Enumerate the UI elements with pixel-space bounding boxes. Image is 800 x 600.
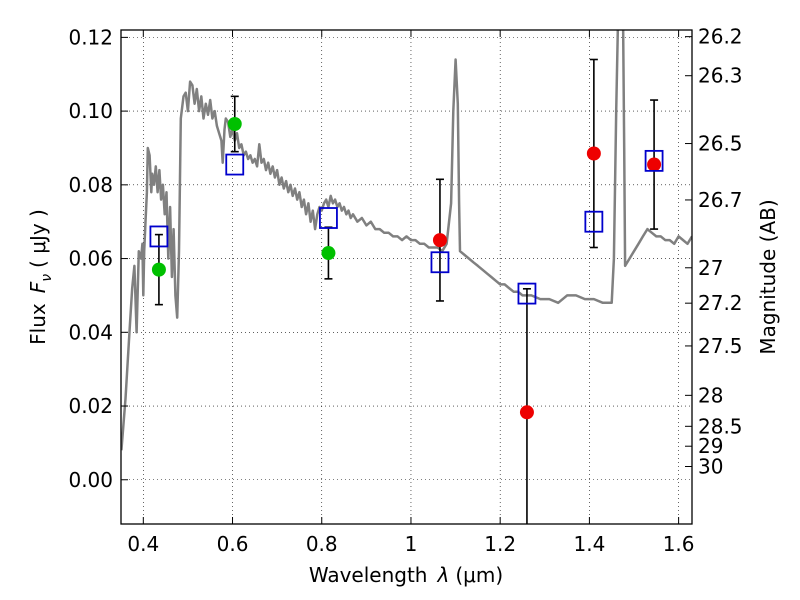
blue-square-marker [584, 210, 604, 233]
y2-tick-label: 27.5 [698, 334, 743, 358]
x-tick-label: 1.2 [484, 532, 516, 556]
blue-square-marker [149, 225, 169, 248]
y-tick-label: 0.10 [68, 99, 113, 123]
y2-tick-label: 28.5 [698, 414, 743, 438]
x-tick-label: 1 [405, 532, 418, 556]
red-data-point [647, 157, 662, 172]
y2-tick-label: 26.2 [698, 25, 743, 49]
y2-tick-label: 30 [698, 454, 723, 478]
x-tick-label: 0.4 [127, 532, 159, 556]
y-tick-label: 0.06 [68, 247, 113, 271]
data-markers [149, 117, 664, 420]
x-axis-label: Wavelength λ (μm) [309, 563, 503, 587]
red-data-point [586, 146, 601, 161]
red-data-point [432, 233, 447, 248]
y2-tick-label: 29 [698, 434, 723, 458]
axis-ticks: 0.4 0.6 0.8 1 1.2 1.4 1.6 0.00 0.02 0.04 0.06 0.08 0… [68, 25, 742, 556]
x-tick-label: 0.6 [217, 532, 249, 556]
y-tick-label: 0.02 [68, 394, 113, 418]
blue-square-marker [225, 153, 245, 176]
y-axis-label: FluxFν( μJy ) [26, 209, 55, 345]
red-data-point [519, 405, 534, 420]
model-spectrum [121, 30, 692, 451]
plot-frame [120, 29, 693, 525]
y2-tick-label: 26.3 [698, 64, 743, 88]
green-data-point [151, 262, 166, 277]
green-data-point [321, 246, 336, 261]
blue-square-marker [430, 251, 450, 274]
x-tick-label: 0.8 [306, 532, 338, 556]
y2-tick-label: 26.7 [698, 188, 743, 212]
x-tick-label: 1.6 [663, 532, 695, 556]
green-data-point [227, 117, 242, 132]
y2-tick-label: 27.2 [698, 291, 743, 315]
y-tick-label: 0.00 [68, 468, 113, 492]
y-tick-label: 0.08 [68, 173, 113, 197]
blue-square-marker [319, 207, 338, 229]
y-tick-label: 0.04 [68, 320, 113, 344]
model-spectrum-line [121, 30, 692, 451]
blue-square-marker [517, 282, 537, 305]
blue-square-marker [644, 149, 664, 172]
y2-axis-label: Magnitude (AB) [756, 199, 780, 354]
y-tick-label: 0.12 [68, 25, 113, 49]
y2-tick-label: 28 [698, 383, 723, 407]
y2-tick-label: 26.5 [698, 132, 743, 156]
y2-tick-label: 27 [698, 256, 723, 280]
x-tick-label: 1.4 [573, 532, 605, 556]
